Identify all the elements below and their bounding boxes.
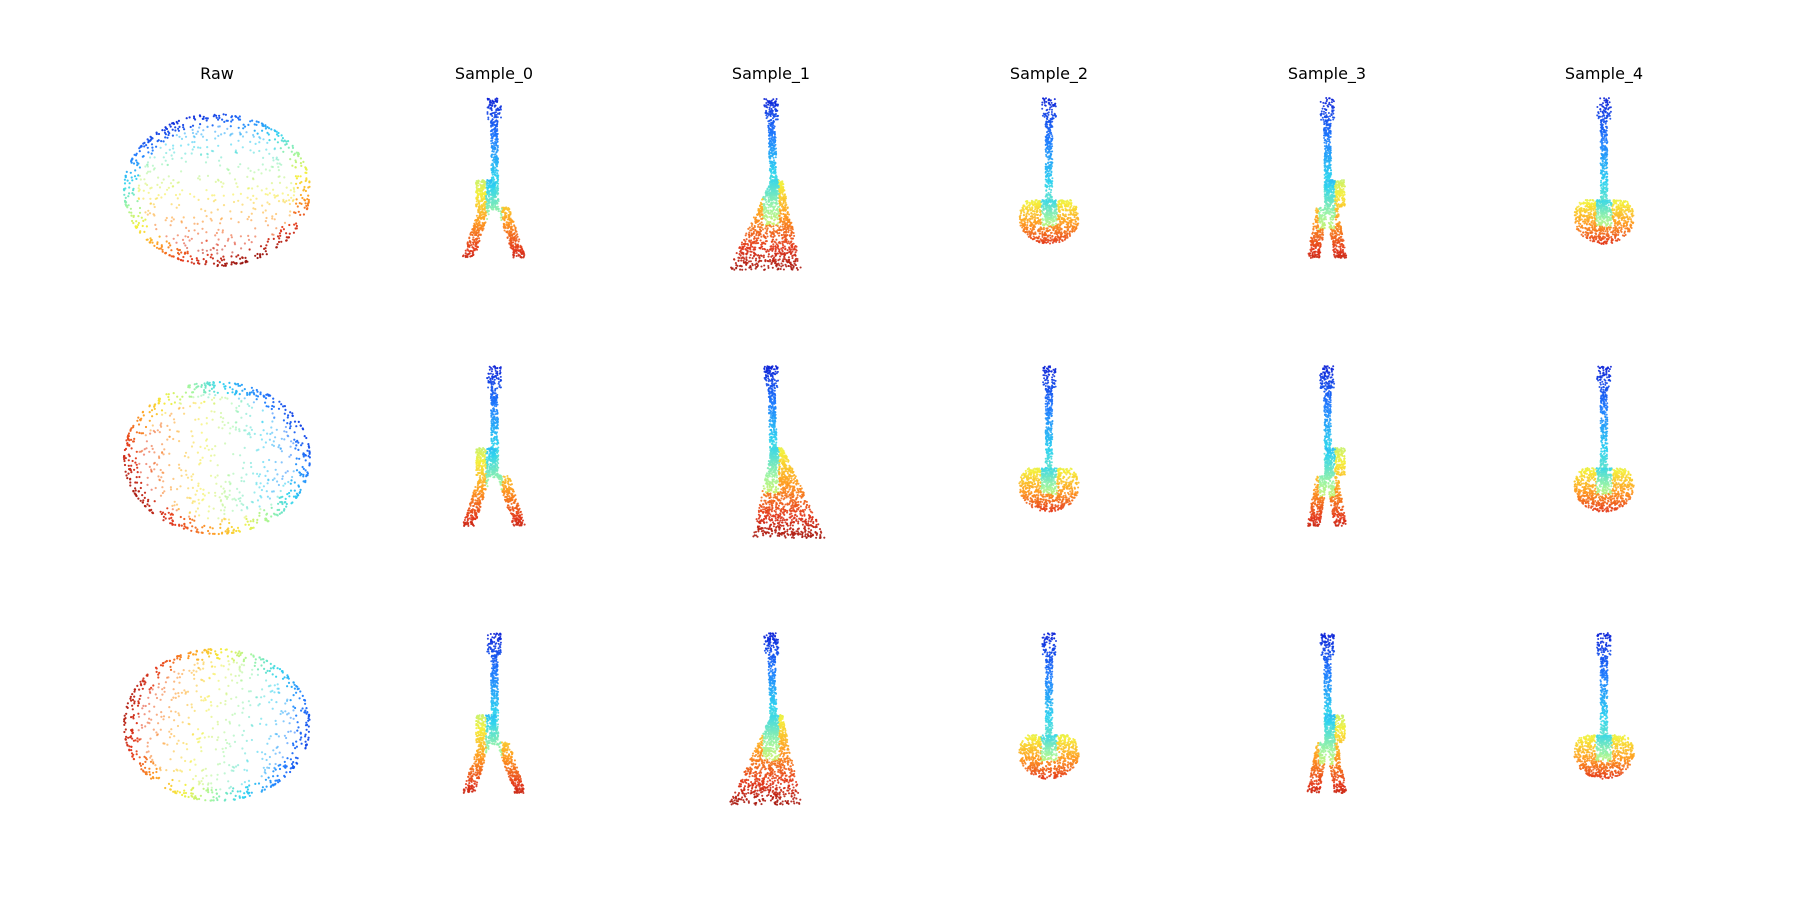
point-cloud-cell-r1-c3 [929, 343, 1169, 573]
point-cloud-guitar-wide [729, 632, 802, 806]
point-cloud-cell-r2-c4 [1207, 610, 1447, 840]
point-cloud-cell-r1-c2 [651, 343, 891, 573]
point-cloud-cell-r2-c1 [374, 610, 614, 840]
point-cloud-guitar-flying [462, 632, 525, 795]
point-cloud-cell-r1-c5 [1484, 343, 1724, 573]
column-title-sample-2: Sample_2 [1010, 64, 1088, 83]
column-title-sample-0: Sample_0 [455, 64, 533, 83]
point-cloud-cell-r0-c2 [651, 75, 891, 305]
point-cloud-ellipse [123, 648, 311, 802]
point-cloud-guitar-classic [1018, 632, 1080, 780]
point-cloud-guitar-flying [462, 365, 526, 528]
point-cloud-guitar-flying [1307, 97, 1348, 259]
point-cloud-ellipse [122, 113, 311, 268]
point-cloud-guitar-wide [752, 365, 826, 540]
point-cloud-cell-r0-c4 [1207, 75, 1447, 305]
point-cloud-cell-r1-c0 [97, 343, 337, 573]
point-cloud-cell-r0-c3 [929, 75, 1169, 305]
point-cloud-cell-r1-c4 [1207, 343, 1447, 573]
point-cloud-cell-r0-c1 [374, 75, 614, 305]
point-cloud-cell-r0-c5 [1484, 75, 1724, 305]
column-title-sample-1: Sample_1 [732, 64, 810, 83]
point-cloud-cell-r2-c3 [929, 610, 1169, 840]
point-cloud-cell-r0-c0 [97, 75, 337, 305]
point-cloud-cell-r2-c2 [651, 610, 891, 840]
point-cloud-cell-r2-c0 [97, 610, 337, 840]
point-cloud-guitar-classic [1018, 365, 1080, 513]
point-cloud-guitar-classic [1573, 365, 1635, 513]
point-cloud-cell-r1-c1 [374, 343, 614, 573]
column-title-sample-4: Sample_4 [1565, 64, 1643, 83]
point-cloud-guitar-flying [1307, 365, 1347, 527]
column-title-raw: Raw [200, 64, 234, 83]
point-cloud-guitar-classic [1573, 632, 1636, 780]
point-cloud-cell-r2-c5 [1484, 610, 1724, 840]
point-cloud-guitar-flying [461, 97, 526, 259]
point-cloud-guitar-classic [1573, 97, 1635, 246]
point-cloud-guitar-classic [1018, 97, 1080, 245]
point-cloud-ellipse [122, 381, 311, 536]
column-title-sample-3: Sample_3 [1288, 64, 1366, 83]
point-cloud-guitar-wide [730, 98, 802, 271]
point-cloud-guitar-flying [1306, 632, 1348, 795]
